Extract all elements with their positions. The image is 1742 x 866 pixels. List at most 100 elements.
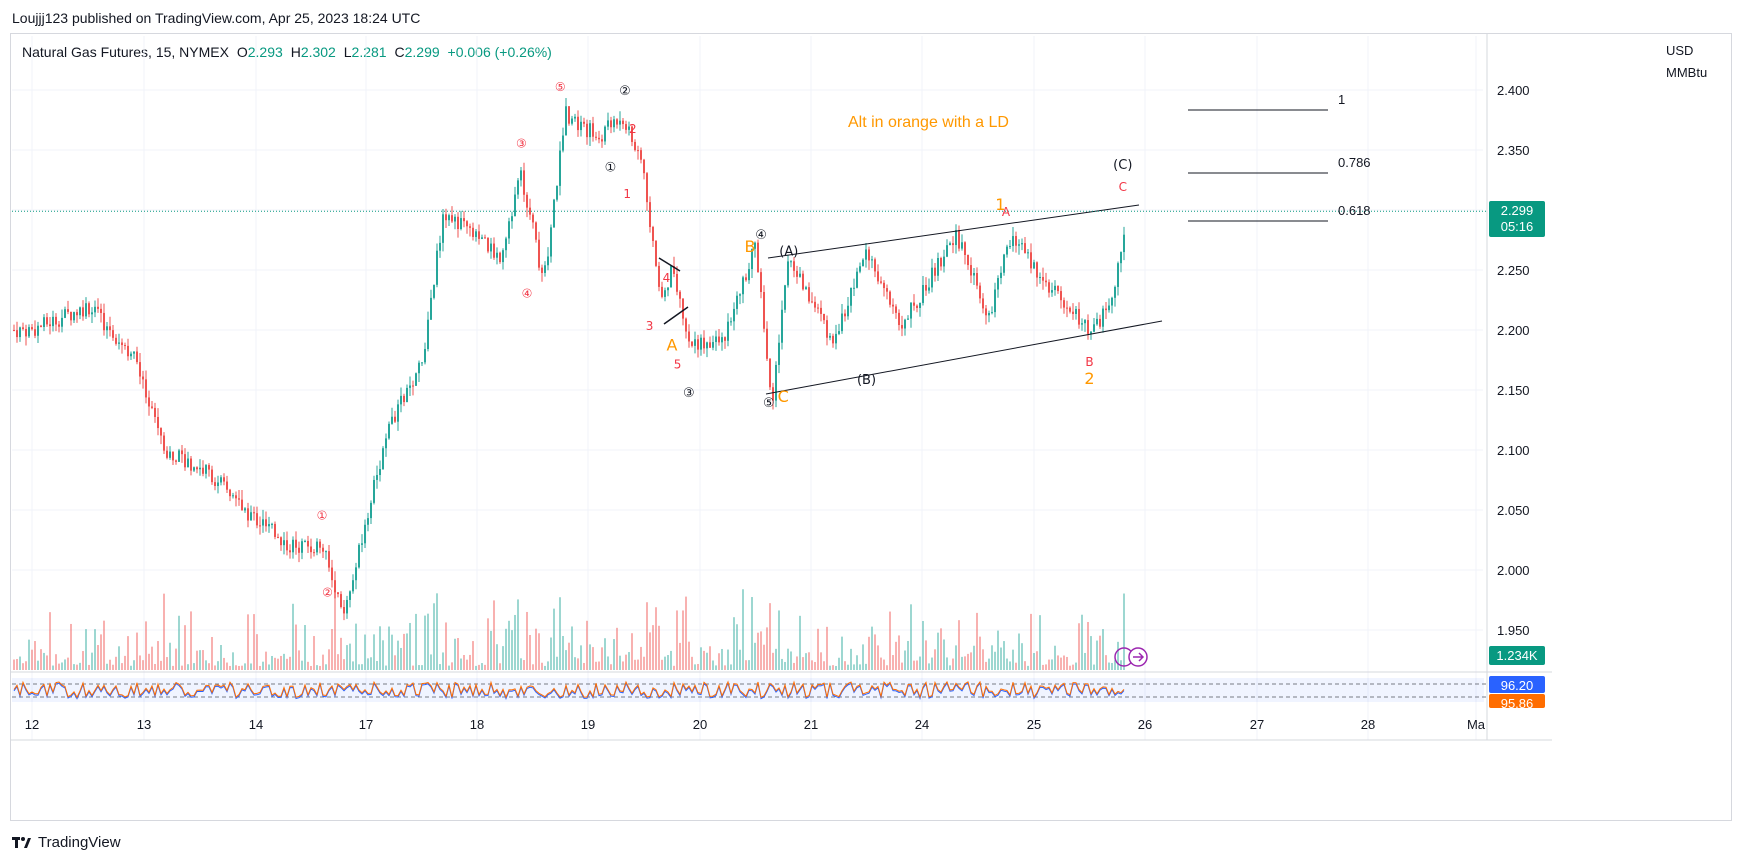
candle-body [430,297,432,320]
volume-bar [262,661,264,670]
candle-body [1123,234,1125,253]
volume-bar [373,634,375,670]
volume-bar [1075,662,1077,670]
volume-bar [403,633,405,670]
candle-body [1045,280,1047,283]
volume-bar [76,664,78,670]
volume-bar [946,657,948,670]
candle-body [127,345,129,357]
volume-bar [901,662,903,670]
candle-body [340,594,342,608]
candle-body [367,518,369,525]
candle-body [688,331,690,342]
candle-body [937,258,939,276]
tradingview-logo-icon [12,836,31,848]
volume-bar [757,632,759,670]
candle-body [457,216,459,230]
candle-body [376,475,378,480]
candle-body [172,451,174,461]
candle-body [394,416,396,422]
volume-bar [610,664,612,670]
last-price-tag: 2.299 [1501,203,1534,218]
volume-bar [637,659,639,670]
candle-body [238,498,240,500]
volume-bar [802,657,804,670]
volume-bar [826,626,828,670]
wave-label-red: ① [317,509,328,523]
volume-bar [523,660,525,670]
volume-bar [397,640,399,670]
candle-body [874,259,876,272]
volume-bar [307,661,309,670]
candle-body [220,477,222,483]
candle-body [223,477,225,482]
candle-body [880,281,882,283]
volume-bar [328,649,330,670]
volume-bar [196,650,198,670]
volume-bar [1069,665,1071,670]
candle-body [166,450,168,458]
channel-lower-line [765,320,1163,395]
candle-body [43,317,45,327]
volume-bar [508,620,510,670]
time-tick-label: 24 [915,717,929,732]
candle-body [763,292,765,329]
volume-bar [40,649,42,670]
volume-bar [283,653,285,670]
candle-body [952,243,954,246]
volume-bar [667,655,669,670]
time-tick-label: 27 [1250,717,1264,732]
volume-bar [985,661,987,670]
candle-body [253,512,255,514]
candle-body [301,541,303,553]
candle-body [559,150,561,186]
volume-bar [223,657,225,670]
candle-body [304,540,306,542]
volume-bar [979,636,981,670]
volume-bar [466,659,468,670]
volume-bar [43,652,45,670]
candle-body [865,249,867,260]
volume-tag: 1.234K [1496,648,1538,663]
candle-body [910,302,912,319]
volume-bar [640,646,642,670]
publish-header: Loujjj123 published on TradingView.com, … [12,10,421,26]
volume-bar [712,660,714,670]
volume-bar [586,620,588,670]
volume-bar [175,648,177,670]
volume-bar [541,662,543,670]
volume-bar [310,665,312,670]
tradingview-logo[interactable]: TradingView [12,834,121,851]
candle-body [1099,318,1101,327]
candle-body [151,406,153,408]
volume-bar [253,614,255,670]
oscillator-pane [10,671,1552,702]
candle-body [985,308,987,316]
volume-bar [529,634,531,670]
volume-bar [409,622,411,670]
price-tick-label: 2.250 [1497,263,1530,278]
volume-bar [343,659,345,670]
volume-bar [277,658,279,670]
candle-body [745,277,747,281]
volume-bar [376,661,378,670]
candle-body [370,502,372,519]
candle-body [964,242,966,256]
candle-body [1003,254,1005,273]
volume-bar [451,662,453,670]
volume-bar [163,593,165,670]
volume-bar [406,633,408,670]
volume-bar [727,649,729,670]
candle-body [568,106,570,124]
candle-body [289,550,291,553]
candle-body [241,499,243,511]
volume-bar [358,664,360,670]
volume-bar [994,651,996,670]
volume-bar [907,640,909,670]
candle-body [706,342,708,349]
volume-bar [352,661,354,670]
volume-bar [235,665,237,670]
candle-body [298,547,300,553]
volume-bar [595,661,597,670]
